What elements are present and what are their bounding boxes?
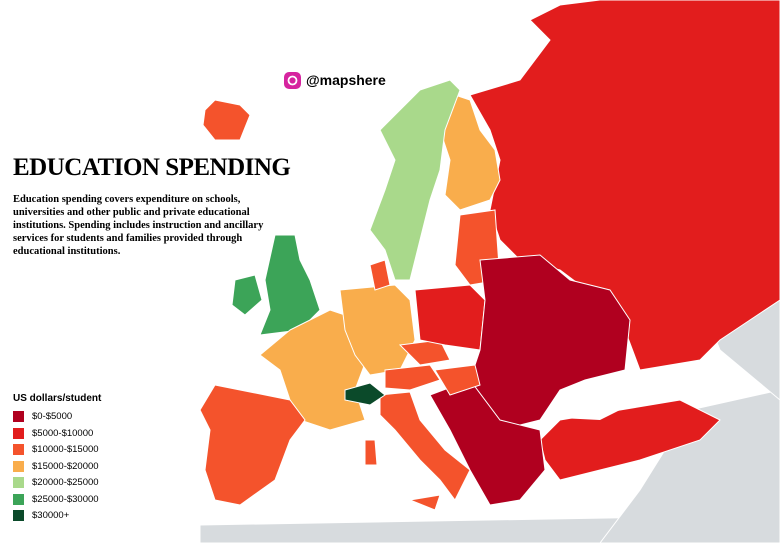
country bbox=[439, 94, 501, 211]
legend-swatch bbox=[13, 510, 24, 521]
country bbox=[369, 259, 391, 291]
legend-item: $5000-$10000 bbox=[13, 427, 94, 439]
legend-swatch bbox=[13, 444, 24, 455]
legend-item: $20000-$25000 bbox=[13, 477, 99, 488]
country bbox=[364, 439, 378, 466]
legend-item: $10000-$15000 bbox=[13, 444, 99, 455]
country bbox=[344, 382, 386, 406]
title: EDUCATION SPENDING bbox=[13, 154, 291, 181]
sea bbox=[560, 382, 640, 420]
country bbox=[202, 99, 251, 141]
legend-item: $30000+ bbox=[13, 510, 69, 521]
country bbox=[408, 494, 441, 511]
legend-title: US dollars/student bbox=[13, 393, 102, 404]
legend-item: $25000-$30000 bbox=[13, 493, 99, 505]
description: Education spending covers expenditure on… bbox=[13, 194, 264, 257]
country bbox=[414, 284, 486, 351]
instagram-icon bbox=[284, 72, 301, 89]
legend-label: $5000-$10000 bbox=[32, 427, 94, 439]
country bbox=[369, 79, 461, 281]
country bbox=[434, 364, 481, 396]
legend-item: $15000-$20000 bbox=[13, 460, 99, 472]
legend-swatch bbox=[13, 477, 24, 488]
legend-swatch bbox=[13, 427, 24, 439]
legend-swatch bbox=[13, 493, 24, 505]
country bbox=[199, 384, 306, 506]
legend-label: $25000-$30000 bbox=[32, 493, 99, 505]
country bbox=[379, 391, 471, 501]
country bbox=[469, 254, 631, 431]
legend-swatch bbox=[13, 411, 24, 422]
legend-label: $0-$5000 bbox=[32, 411, 73, 422]
legend-label: $20000-$25000 bbox=[32, 477, 99, 488]
legend-label: $30000+ bbox=[32, 510, 70, 521]
legend-swatch bbox=[13, 460, 24, 472]
legend-label: $15000-$20000 bbox=[32, 460, 99, 472]
country bbox=[231, 274, 263, 316]
legend-item: $0-$5000 bbox=[13, 411, 72, 422]
legend-label: $10000-$15000 bbox=[32, 444, 99, 455]
land bbox=[599, 389, 780, 543]
instagram-icon-lens bbox=[287, 75, 298, 86]
country bbox=[384, 364, 441, 391]
handle: @mapshere bbox=[306, 72, 386, 88]
country bbox=[429, 379, 546, 506]
